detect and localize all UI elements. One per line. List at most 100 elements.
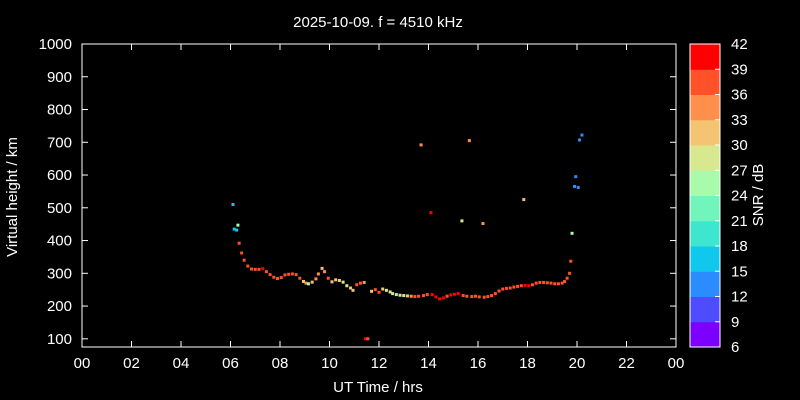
colorbar-tick-label: 15 [731,263,748,280]
y-tick-label: 100 [47,331,72,348]
colorbar-cell [690,94,720,121]
data-point [419,143,423,147]
data-point [522,198,526,202]
data-point [504,286,508,290]
data-point [516,284,520,288]
data-point [302,279,306,283]
x-tick-label: 14 [420,355,437,372]
data-point [409,294,413,298]
data-point [316,272,320,276]
data-point [235,228,239,232]
data-point [349,286,353,290]
colorbar-tick-label: 18 [731,238,748,255]
x-tick-label: 04 [173,355,190,372]
data-point [530,283,534,287]
data-point [264,270,268,274]
data-point [576,185,580,189]
colorbar-ticks: 6 9 12 15 18 21 24 27 30 33 36 39 42 [715,36,748,356]
data-point [556,282,560,286]
colorbar-cell [690,69,720,95]
colorbar: 6 9 12 15 18 21 24 27 30 33 36 39 42 SNR / dB [689,36,767,356]
colorbar-tick-label: 27 [731,162,748,179]
colorbar-cell [690,246,720,272]
data-point [253,267,257,271]
data-point [470,295,474,299]
data-point [242,258,246,262]
x-tick-label: 06 [222,355,239,372]
colorbar-tick-label: 24 [731,188,748,205]
colorbar-cell [690,145,720,171]
colorbar-cell [690,321,720,348]
plot-frame [81,43,677,348]
colorbar-tick-label: 21 [731,213,748,230]
data-point [388,290,392,294]
x-tick-label: 02 [123,355,140,372]
data-point [257,267,261,271]
data-point [577,138,581,142]
data-point [456,292,460,296]
data-point [565,276,569,280]
data-point [261,267,265,271]
data-point [326,276,330,280]
data-point [580,133,584,137]
y-axis-label: Virtual height / km [4,137,21,257]
data-point [334,278,338,282]
colorbar-cell [690,119,720,146]
data-point [370,289,374,293]
data-point [287,272,291,276]
data-point [438,297,442,301]
data-point [422,294,426,298]
colorbar-cell [690,296,720,323]
x-tick-label: 16 [470,355,487,372]
data-point [486,295,490,299]
data-point [320,266,324,270]
data-points [231,133,584,341]
data-point [534,281,538,285]
x-tick-label: 10 [321,355,338,372]
x-tick-label: 00 [74,355,91,372]
y-tick-label: 400 [47,233,72,250]
data-point [330,280,334,284]
data-point [294,273,298,277]
colorbar-tick-label: 33 [731,112,748,129]
data-point [460,219,464,223]
data-point [394,293,398,297]
y-axis-ticks: 100 200 300 400 500 600 700 800 900 1000 [39,36,676,348]
x-tick-label: 00 [668,355,685,372]
data-point [523,283,527,287]
data-point [545,281,549,285]
data-point [553,282,557,286]
data-point [391,292,395,296]
data-point [276,277,280,281]
data-point [298,276,302,280]
data-point [429,211,433,215]
data-point [314,277,318,281]
x-tick-label: 12 [371,355,388,372]
data-point [573,184,577,188]
data-point [538,280,542,284]
data-point [345,284,349,288]
data-point [434,295,438,299]
colorbar-cell [690,271,720,297]
colorbar-cell [690,195,720,222]
y-tick-label: 1000 [39,36,72,53]
data-point [452,292,456,296]
data-point [306,282,310,286]
data-point [381,287,385,291]
plot-area: 00 02 04 06 08 10 12 14 16 18 20 22 00 100 200 300 400 5… [39,36,685,372]
data-point [337,279,341,283]
x-axis-label: UT Time / hrs [333,379,423,396]
data-point [310,280,314,284]
x-tick-label: 08 [272,355,289,372]
data-point [246,264,250,268]
data-point [405,294,409,298]
y-tick-label: 200 [47,298,72,315]
data-point [568,271,572,275]
colorbar-tick-label: 30 [731,137,748,154]
data-point [465,294,469,298]
data-point [363,337,367,341]
data-point [377,290,381,294]
data-point [240,251,244,255]
colorbar-cells [690,44,720,348]
data-point [519,284,523,288]
